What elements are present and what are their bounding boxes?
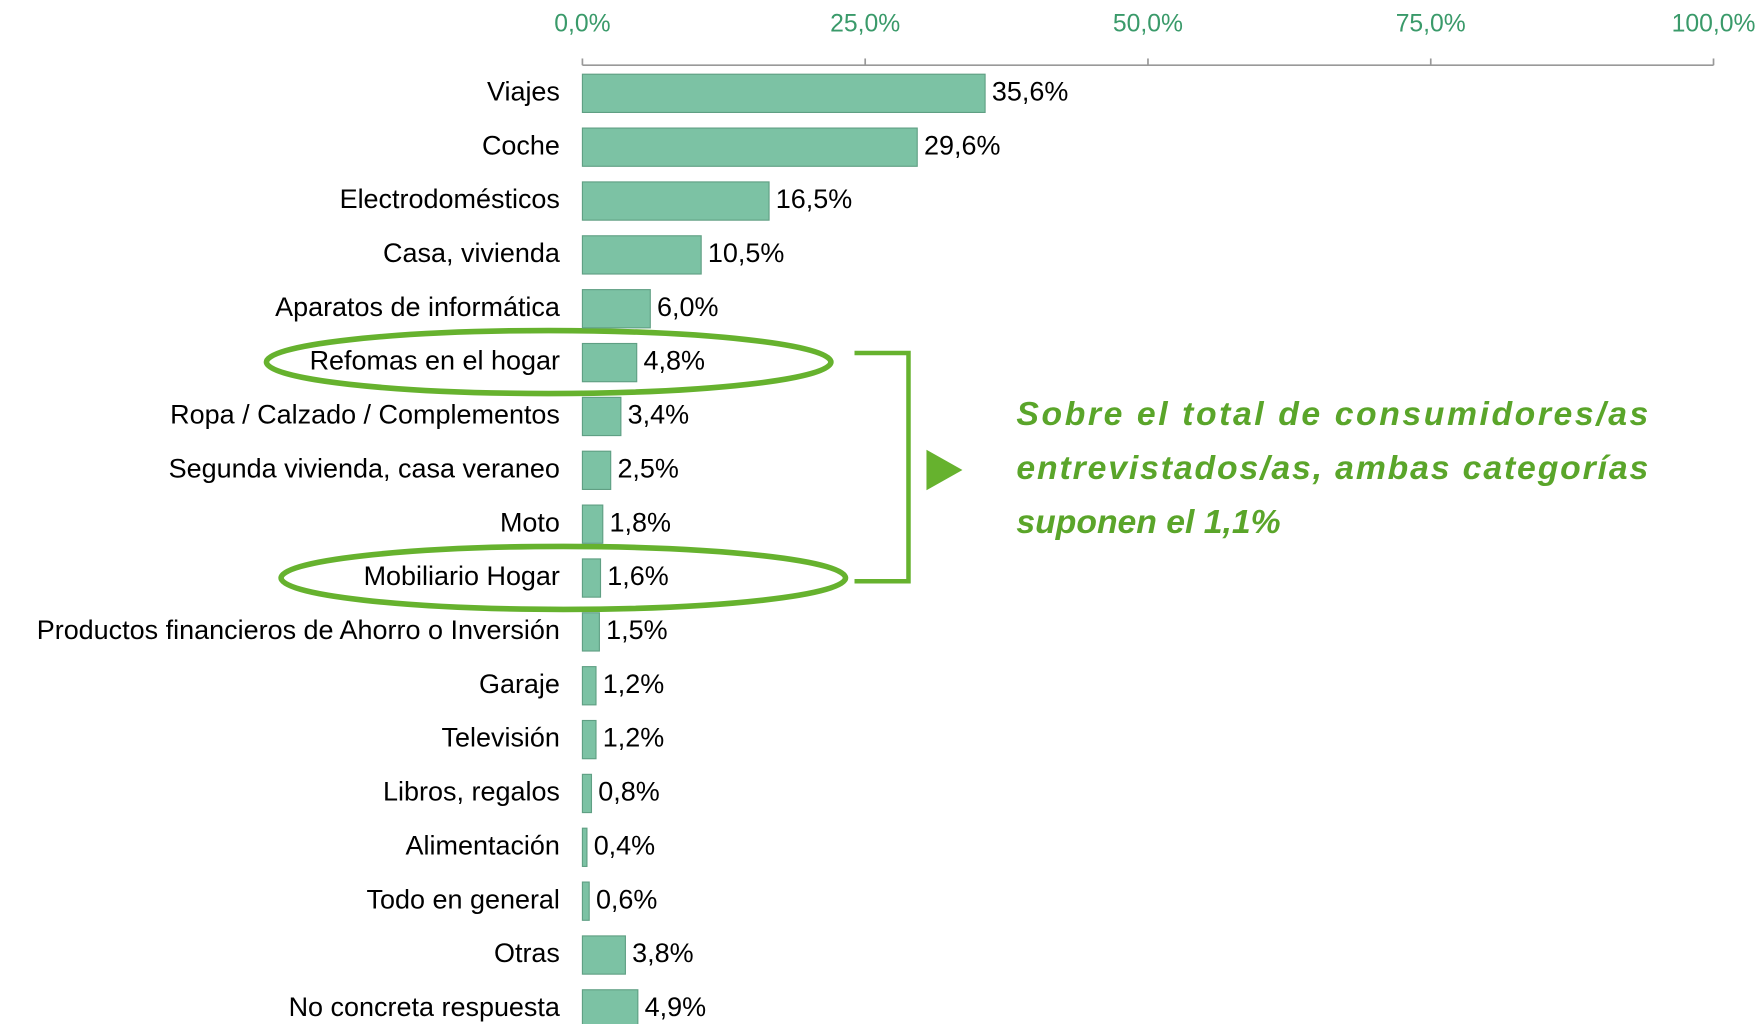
arrow (926, 449, 963, 491)
annotation: suponen el 1,1% (1016, 503, 1280, 541)
x-tick-label: 0,0% (554, 10, 610, 37)
category-label: Alimentación (406, 830, 560, 860)
bar (581, 827, 588, 867)
value-label: 0,8% (598, 777, 659, 807)
highlight-ellipse (278, 543, 849, 613)
bar (581, 935, 626, 975)
bar (581, 666, 597, 706)
category-label: Todo en general (366, 884, 559, 914)
category-label: Garaje (479, 669, 560, 699)
value-label: 3,8% (632, 938, 693, 968)
bar (581, 881, 590, 921)
value-label: 10,5% (708, 238, 784, 268)
x-tick-label: 100,0% (1672, 10, 1756, 37)
value-label: 3,4% (628, 400, 689, 430)
category-label: Aparatos de informática (275, 292, 560, 322)
bar (581, 773, 593, 814)
category-label: Moto (500, 507, 560, 537)
value-label: 16,5% (776, 184, 852, 214)
x-tick-label: 75,0% (1396, 10, 1466, 37)
bar (581, 558, 602, 598)
bar (581, 719, 597, 760)
value-label: 1,5% (606, 615, 667, 645)
annotation: Sobre el total de consumidores/as (1016, 395, 1648, 433)
bar (581, 396, 622, 437)
plot-area: 0,0% 25,0% 50,0% 75,0% 100,0% Viajes 35,6% Coch… (37, 10, 1756, 1029)
bar (581, 612, 600, 652)
bar (581, 450, 612, 490)
bar (581, 989, 639, 1029)
category-label: Mobiliario Hogar (364, 561, 560, 591)
bar (581, 289, 651, 329)
value-label: 0,4% (594, 830, 655, 860)
bar (581, 127, 918, 167)
x-tick-label: 50,0% (1113, 10, 1183, 37)
value-label: 0,6% (596, 884, 657, 914)
category-label: Casa, vivienda (383, 238, 560, 268)
category-label: Ropa / Calzado / Complementos (170, 400, 560, 430)
category-label: Segunda vivienda, casa veraneo (169, 453, 560, 483)
highlight-ellipse (263, 327, 834, 397)
value-label: 1,6% (607, 561, 668, 591)
category-label: Libros, regalos (383, 777, 560, 807)
category-label: Televisión (442, 723, 560, 753)
value-label: 2,5% (617, 453, 678, 483)
bar (581, 73, 986, 113)
category-label: Refomas en el hogar (310, 346, 560, 376)
category-label: Viajes (487, 76, 560, 106)
category-label: Productos financieros de Ahorro o Invers… (37, 615, 560, 645)
value-label: 6,0% (657, 292, 718, 322)
bracket (854, 350, 911, 584)
category-label: No concreta respuesta (289, 992, 560, 1022)
value-label: 4,8% (643, 346, 704, 376)
bar (581, 181, 770, 221)
category-label: Electrodomésticos (340, 184, 560, 214)
value-label: 1,2% (603, 723, 664, 753)
value-label: 4,9% (645, 992, 706, 1022)
category-label: Otras (494, 938, 560, 968)
bar (581, 504, 604, 544)
x-tick-label: 25,0% (830, 10, 900, 37)
annotation: entrevistados/as, ambas categorías (1016, 449, 1648, 487)
bar (581, 235, 702, 275)
category-label: Coche (482, 130, 560, 160)
value-label: 1,8% (610, 507, 671, 537)
value-label: 35,6% (992, 76, 1068, 106)
value-label: 1,2% (603, 669, 664, 699)
value-label: 29,6% (924, 130, 1000, 160)
bar (581, 342, 638, 383)
